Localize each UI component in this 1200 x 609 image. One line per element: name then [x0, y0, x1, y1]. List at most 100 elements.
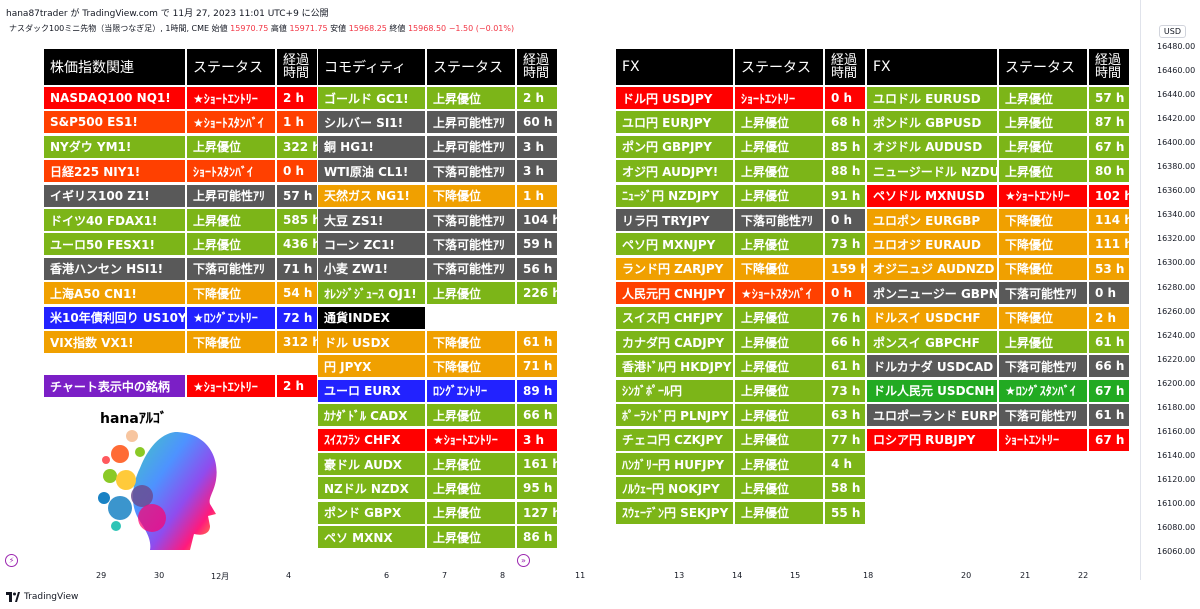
table-row: ペソドル MXNUSD ★ｼｮｰﾄｴﾝﾄﾘｰ 102 h [866, 183, 1130, 208]
name-cell: ユロオジ EURAUD [866, 232, 998, 257]
table-row: ﾊﾝｶﾞﾘｰ円 HUFJPY 上昇優位 4 h [615, 452, 866, 476]
name-cell: FX [866, 48, 998, 86]
time-cell: 4 h [824, 452, 866, 476]
table-row: ランド円 ZARJPY 下降優位 159 h [615, 256, 866, 281]
table-row: ゴールド GC1! 上昇優位 2 h [317, 86, 558, 110]
index-row: ｽｲｽﾌﾗﾝ CHFX ★ｼｮｰﾄｴﾝﾄﾘｰ 3 h [317, 427, 558, 452]
table-row: コーン ZC1! 下落可能性ｱﾘ 59 h [317, 232, 558, 257]
status-cell: 上昇優位 [186, 208, 276, 232]
time-cell: 80 h [1088, 159, 1130, 184]
name-cell: 香港ﾄﾞﾙ円 HKDJPY [615, 354, 734, 379]
name-cell: ニュージードル NZDUSD [866, 159, 998, 184]
status-cell: 下落可能性ｱﾘ [998, 403, 1088, 428]
time-cell: 88 h [824, 159, 866, 184]
time-cell: 3 h [516, 427, 558, 452]
name-cell: ｽｳｪｰﾃﾞﾝ円 SEKJPY [615, 500, 734, 525]
time-cell: 322 h [276, 134, 318, 159]
index-row: ユーロ EURX ﾛﾝｸﾞｴﾝﾄﾘｰ 89 h [317, 378, 558, 403]
table-row: 銅 HG1! 上昇可能性ｱﾘ 3 h [317, 134, 558, 159]
status-cell: 上昇優位 [734, 403, 824, 428]
price-tick: 16200.00 [1157, 378, 1196, 388]
time-cell: 1 h [516, 183, 558, 208]
status-cell: ★ｼｮｰﾄｴﾝﾄﾘｰ [186, 86, 276, 110]
status-cell: ★ﾛﾝｸﾞｽﾀﾝﾊﾞｲ [998, 378, 1088, 403]
currency-unit-button[interactable]: USD [1158, 25, 1186, 38]
table-row: ドルスイ USDCHF 下降優位 2 h [866, 305, 1130, 330]
time-cell: 経過 時間 [516, 48, 558, 86]
status-cell: 上昇優位 [998, 86, 1088, 110]
tradingview-footer[interactable]: TradingView [6, 592, 78, 602]
table-row: 日経225 NIY1! ｼｮｰﾄｽﾀﾝﾊﾞｲ 0 h [43, 159, 318, 184]
name-cell: NYダウ YM1! [43, 134, 186, 159]
table-row: ドイツ40 FDAX1! 上昇優位 585 h [43, 208, 318, 232]
time-tick: 7 [442, 571, 448, 580]
time-cell: 56 h [516, 256, 558, 281]
table-header-row: FX ステータス 経過 時間 [615, 48, 866, 86]
table-row: S&P500 ES1! ★ｼｮｰﾄｽﾀﾝﾊﾞｲ 1 h [43, 110, 318, 135]
symbol-info-bar: ナスダック100ミニ先物（当限つなぎ足）, 1時間, CME 始値 15970.… [9, 23, 514, 34]
name-cell: ポンド GBPX [317, 500, 426, 525]
name-cell: ランド円 ZARJPY [615, 256, 734, 281]
status-cell: 下落可能性ｱﾘ [426, 232, 516, 257]
time-tick: 30 [154, 571, 165, 580]
price-tick: 16460.00 [1157, 66, 1196, 76]
price-tick: 16100.00 [1157, 498, 1196, 508]
table-row: NYダウ YM1! 上昇優位 322 h [43, 134, 318, 159]
time-cell: 57 h [1088, 86, 1130, 110]
status-cell: 下降優位 [734, 256, 824, 281]
lightning-icon[interactable]: ⚡ [5, 554, 18, 567]
name-cell: 大豆 ZS1! [317, 208, 426, 232]
time-cell: 55 h [824, 500, 866, 525]
name-cell: ドル USDX [317, 330, 426, 354]
name-cell: ユーロ EURX [317, 378, 426, 403]
price-axis[interactable]: 16480.00 16460.00 16440.00 16420.00 16400.00… [1140, 0, 1200, 580]
name-cell: 人民元円 CNHJPY [615, 281, 734, 306]
name-cell: 株価指数関連 [43, 48, 186, 86]
time-cell: 95 h [516, 476, 558, 501]
status-cell: 上昇優位 [734, 134, 824, 159]
time-tick: 14 [732, 571, 743, 580]
table-row: ドル人民元 USDCNH ★ﾛﾝｸﾞｽﾀﾝﾊﾞｲ 67 h [866, 378, 1130, 403]
price-tick: 16080.00 [1157, 523, 1196, 532]
name-cell: ドル人民元 USDCNH [866, 378, 998, 403]
table-row: リラ円 TRYJPY 下落可能性ｱﾘ 0 h [615, 208, 866, 232]
time-tick: 20 [961, 571, 972, 580]
table-row: VIX指数 VX1! 下降優位 312 h [43, 330, 318, 354]
time-cell: 68 h [824, 110, 866, 135]
status-cell: 上昇優位 [734, 427, 824, 452]
close-label: 終値 [389, 24, 406, 33]
head-silhouette-icon [98, 430, 217, 550]
time-cell: 127 h [516, 500, 558, 525]
time-cell: 67 h [1088, 427, 1130, 452]
table-row: ペソ円 MXNJPY 上昇優位 73 h [615, 232, 866, 257]
status-cell: ★ｼｮｰﾄｴﾝﾄﾘｰ [998, 183, 1088, 208]
status-cell: 上昇可能性ｱﾘ [186, 183, 276, 208]
status-cell: 上昇優位 [734, 110, 824, 135]
index-row: ドル USDX 下降優位 61 h [317, 330, 558, 354]
low-label: 安値 [330, 24, 347, 33]
close-value: 15968.50 [407, 24, 447, 33]
price-tick: 16280.00 [1157, 282, 1196, 292]
name-cell: オジドル AUDUSD [866, 134, 998, 159]
table-row: ポンスイ GBPCHF 上昇優位 61 h [866, 330, 1130, 354]
time-cell: 104 h [516, 208, 558, 232]
time-cell: 159 h [824, 256, 866, 281]
table-row: ｽｳｪｰﾃﾞﾝ円 SEKJPY 上昇優位 55 h [615, 500, 866, 525]
table-header-row: FX ステータス 経過 時間 [866, 48, 1130, 86]
status-cell: 下降優位 [998, 208, 1088, 232]
time-axis[interactable]: 29 30 12月 4 6 7 8 11 13 14 15 18 20 21 22 [0, 568, 1140, 588]
time-cell: 91 h [824, 183, 866, 208]
time-tick: 21 [1020, 571, 1031, 580]
chart-symbol-row: チャート表示中の銘柄 ★ｼｮｰﾄｴﾝﾄﾘｰ 2 h [43, 374, 318, 398]
table-row: ﾎﾟｰﾗﾝﾄﾞ円 PLNJPY 上昇優位 63 h [615, 403, 866, 428]
status-cell: ★ｼｮｰﾄｴﾝﾄﾘｰ [186, 374, 276, 398]
forward-arrows-icon[interactable]: » [517, 554, 530, 567]
name-cell: ドルスイ USDCHF [866, 305, 998, 330]
name-cell: 日経225 NIY1! [43, 159, 186, 184]
price-tick: 16120.00 [1157, 474, 1196, 484]
low-value: 15968.25 [348, 24, 387, 33]
price-tick: 16360.00 [1157, 186, 1196, 196]
name-cell: ﾊﾝｶﾞﾘｰ円 HUFJPY [615, 452, 734, 476]
status-cell: 下降優位 [186, 330, 276, 354]
name-cell: ペソ MXNX [317, 525, 426, 550]
